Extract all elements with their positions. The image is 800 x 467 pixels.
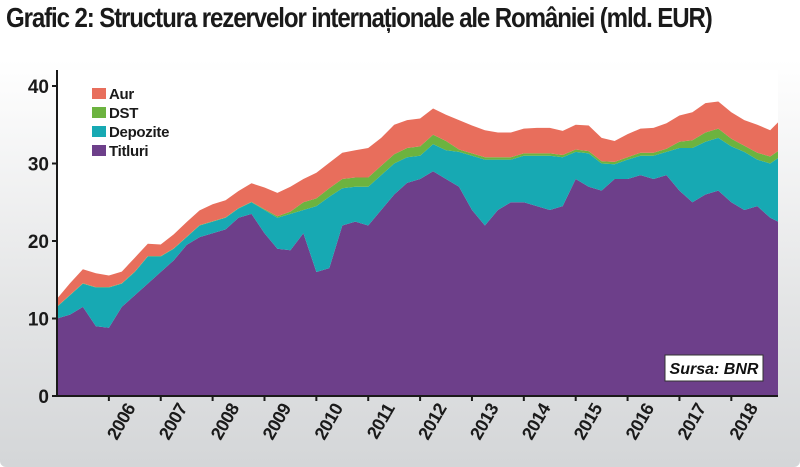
y-tick-label: 10 (28, 310, 49, 331)
x-tick-label: 2014 (518, 400, 555, 443)
x-tick-label: 2017 (674, 400, 711, 443)
y-tick-label: 30 (28, 155, 49, 176)
chart-title: Grafic 2: Structura rezervelor internați… (6, 2, 713, 33)
legend-swatch-titluri (92, 145, 106, 156)
legend-swatch-aur (92, 88, 106, 99)
x-tick-label: 2010 (310, 400, 347, 443)
x-tick-label: 2016 (622, 400, 659, 443)
legend: Aur DST Depozite Titluri (92, 86, 169, 160)
source-box: Sursa: BNR (664, 354, 764, 382)
legend-label-aur: Aur (109, 86, 134, 103)
x-tick-label: 2012 (414, 400, 451, 443)
y-tick-label: 40 (28, 77, 49, 98)
y-ticks: 0 10 20 30 40 (28, 77, 57, 408)
y-tick-label: 0 (38, 387, 49, 408)
source-label: Sursa: BNR (670, 361, 759, 378)
area-series-depozite (57, 137, 778, 328)
x-tick-label: 2008 (207, 400, 244, 443)
legend-swatch-depozite (92, 126, 106, 137)
legend-label-titluri: Titluri (109, 143, 148, 160)
x-tick-label: 2013 (466, 400, 503, 443)
legend-swatch-dst (92, 107, 106, 118)
source-box-frame (664, 354, 764, 382)
area-series-titluri (57, 171, 778, 396)
x-tick-label: 2006 (103, 400, 140, 443)
areas-layer (57, 101, 778, 396)
legend-label-depozite: Depozite (109, 124, 169, 141)
x-tick-label: 2015 (570, 400, 607, 443)
x-tick-label: 2009 (259, 400, 296, 443)
x-tick-label: 2011 (363, 400, 399, 443)
y-tick-label: 20 (28, 232, 49, 253)
x-tick-label: 2007 (155, 400, 192, 443)
x-tick-label: 2018 (725, 400, 762, 443)
x-ticks: 2006 2007 2008 2009 2010 2011 2012 2013 2014 2015… (103, 396, 762, 443)
area-series-aur (57, 101, 778, 307)
legend-label-dst: DST (109, 105, 138, 122)
